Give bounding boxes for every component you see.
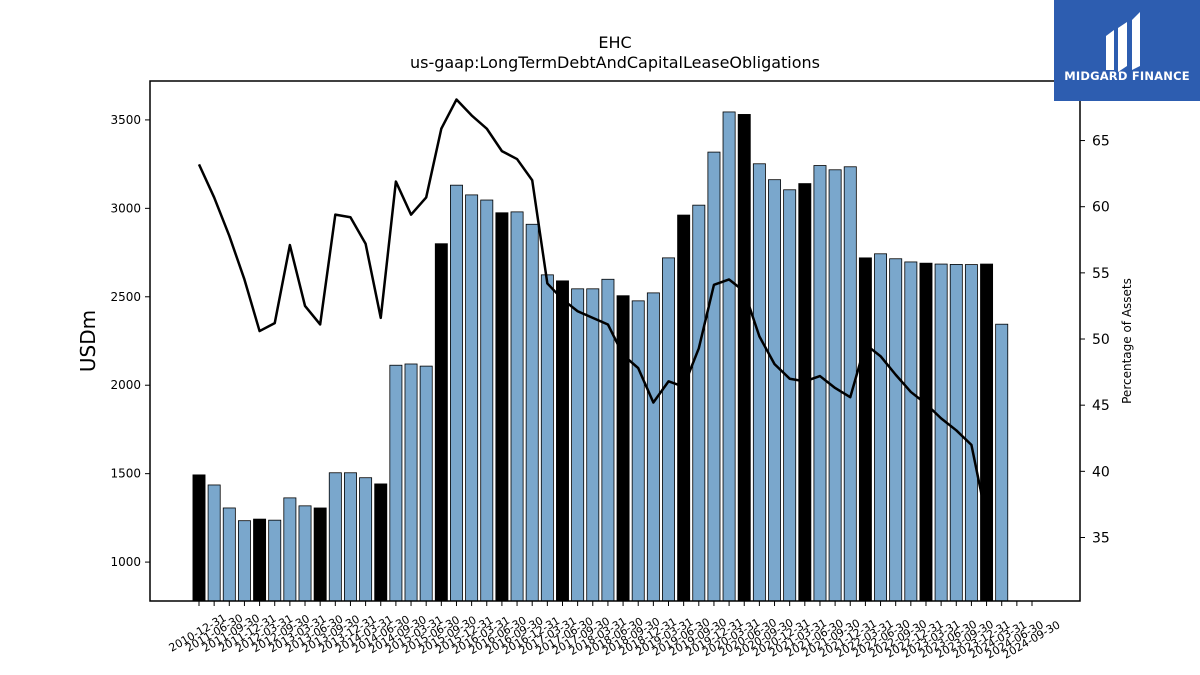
chart-subtitle: us-gaap:LongTermDebtAndCapitalLeaseOblig… (410, 53, 820, 72)
bar (222, 507, 236, 602)
x-axis: 2010-12-312011-06-302011-09-302011-12-31… (167, 601, 1063, 662)
bar (268, 519, 282, 602)
bar (586, 288, 600, 602)
y-right-tick-label: 50 (1092, 332, 1110, 348)
bar (934, 263, 948, 602)
bar (646, 292, 660, 602)
logo-mark-icon (1106, 12, 1140, 72)
bar (434, 243, 448, 602)
bar (919, 262, 933, 602)
bar (858, 257, 872, 602)
bar (525, 223, 539, 602)
bar (192, 474, 206, 602)
bar (374, 483, 388, 602)
bar (737, 114, 751, 602)
bar (207, 484, 221, 602)
bar (904, 261, 918, 602)
bar (874, 253, 888, 602)
y-right-tick-label: 60 (1092, 200, 1110, 216)
bar (980, 263, 994, 602)
bar (768, 179, 781, 602)
bar (359, 477, 373, 602)
bar (450, 184, 463, 602)
bar (707, 151, 721, 602)
bar (692, 204, 706, 602)
percentage-of-assets-line (197, 98, 988, 520)
y-right-tick-label: 45 (1092, 398, 1110, 414)
bar (343, 472, 357, 602)
bar (253, 518, 267, 602)
bar (752, 163, 766, 602)
logo-text: MIDGARD FINANCE (1064, 69, 1190, 83)
bar (813, 165, 827, 602)
plot-frame (149, 80, 1081, 602)
bar (283, 497, 297, 602)
bar (616, 295, 630, 602)
bar (495, 212, 509, 602)
bar (465, 194, 479, 602)
y-axis-right-label: Percentage of Assets (1120, 278, 1134, 404)
bar (798, 183, 812, 602)
bar (540, 274, 554, 602)
bar (298, 505, 312, 602)
y-tick-label: 1000 (110, 555, 141, 569)
y-axis-label: USDm (76, 310, 100, 372)
y-right-tick-label: 40 (1092, 464, 1110, 480)
bar (601, 278, 615, 602)
midgard-finance-logo: MIDGARD FINANCE (1054, 0, 1200, 101)
bar (556, 280, 569, 602)
bar (631, 300, 645, 602)
y-tick-label: 3500 (110, 113, 141, 127)
bar (995, 323, 1009, 602)
bar-series (192, 111, 1009, 602)
bar (328, 472, 342, 602)
bar (419, 365, 433, 602)
bar (677, 214, 691, 602)
y-tick-label: 3000 (110, 201, 141, 215)
bar (480, 199, 494, 602)
bar (889, 258, 903, 602)
y-tick-label: 2000 (110, 378, 141, 392)
bar (404, 363, 418, 602)
bar (722, 111, 736, 602)
y-tick-label: 2500 (110, 290, 141, 304)
bar (783, 189, 797, 602)
y-tick-label: 1500 (110, 467, 141, 481)
bar (571, 288, 585, 602)
y-right-tick-label: 35 (1092, 530, 1110, 546)
bar (389, 364, 403, 602)
bar (510, 211, 524, 602)
y-right-tick-label: 65 (1092, 134, 1110, 150)
bar (237, 520, 251, 602)
y-axis-right: 35 40 45 50 55 60 65 (1080, 134, 1110, 546)
bar (313, 507, 327, 602)
bar (964, 264, 978, 602)
bar (662, 257, 675, 602)
y-axis-left: 1000 1500 2000 2500 3000 3500 (110, 113, 150, 569)
chart-title: EHC (598, 33, 631, 52)
y-right-tick-label: 55 (1092, 266, 1110, 282)
